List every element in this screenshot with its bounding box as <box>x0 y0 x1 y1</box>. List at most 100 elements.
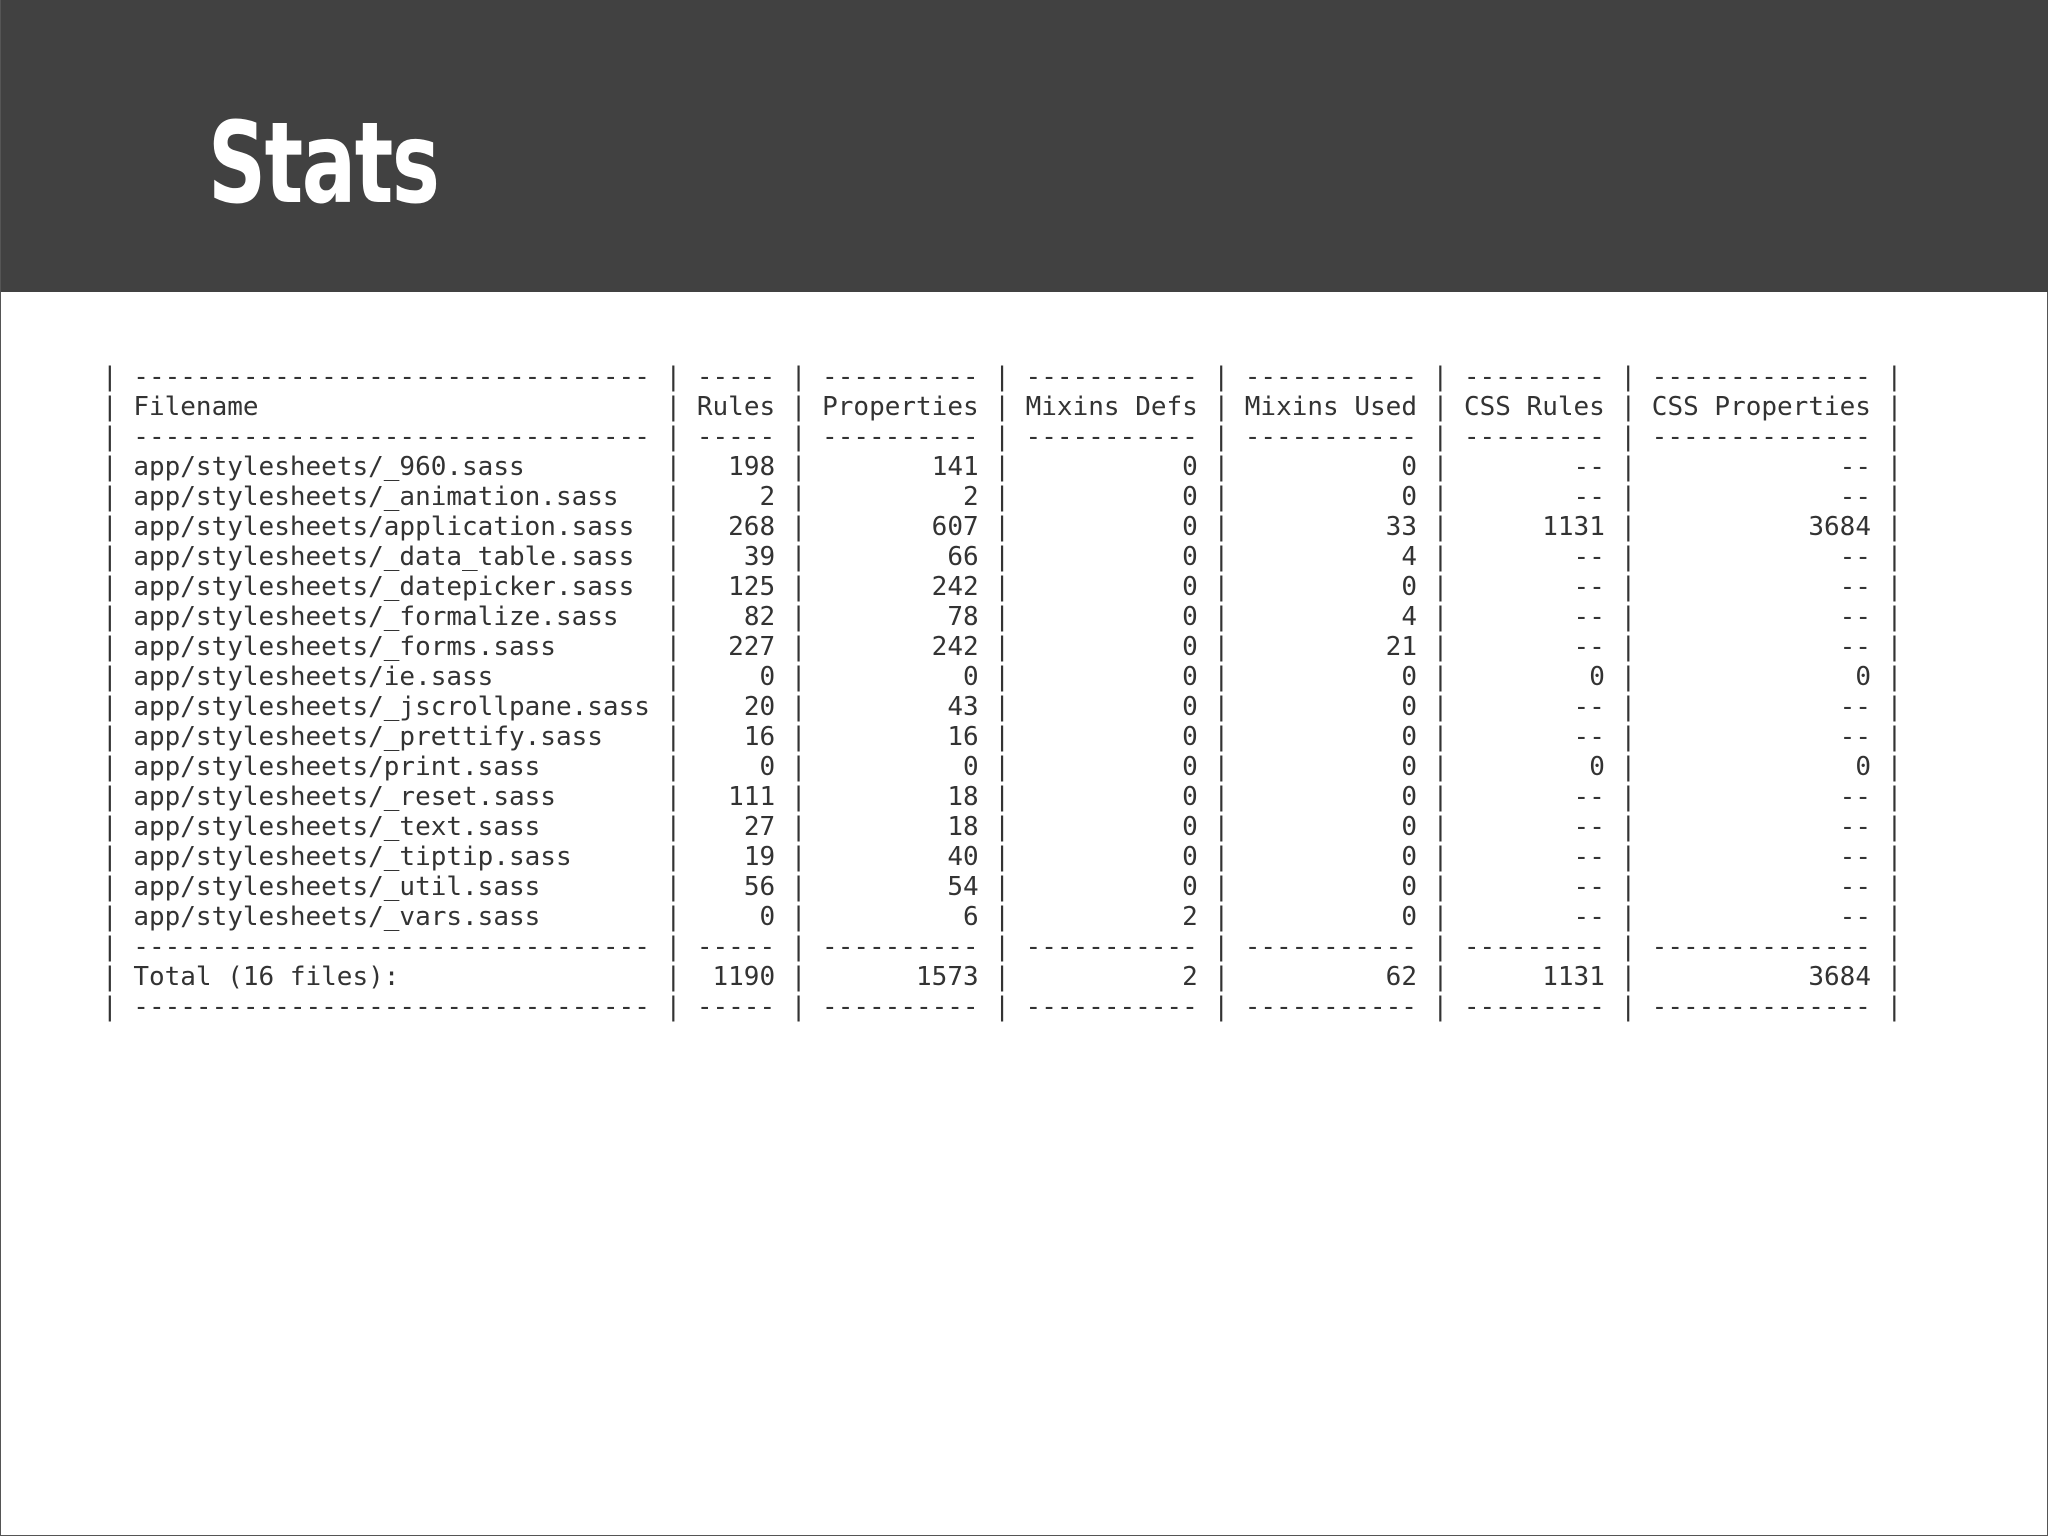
total-cell: 1131 <box>1542 962 1605 992</box>
table-cell: -- <box>1839 692 1871 722</box>
table-cell: app/stylesheets/print.sass <box>133 752 541 782</box>
table-cell: 21 <box>1385 632 1417 662</box>
table-cell: -- <box>1839 842 1871 872</box>
table-cell: app/stylesheets/_datepicker.sass <box>133 572 635 602</box>
table-row: | app/stylesheets/_960.sass | 198 | 141 … <box>102 452 1903 482</box>
table-divider: | --------------------------------- | --… <box>102 362 1903 392</box>
table-row: | app/stylesheets/_prettify.sass | 16 | … <box>102 722 1903 752</box>
table-cell: 0 <box>1182 542 1198 572</box>
table-cell: 0 <box>1182 692 1198 722</box>
table-cell: 0 <box>1589 662 1605 692</box>
table-cell: 0 <box>1401 692 1417 722</box>
table-cell: -- <box>1573 872 1605 902</box>
table-cell: app/stylesheets/ie.sass <box>133 662 494 692</box>
table-cell: 0 <box>1401 782 1417 812</box>
table-cell: app/stylesheets/_tiptip.sass <box>133 842 572 872</box>
table-cell: 0 <box>1401 722 1417 752</box>
table-cell: 0 <box>1182 812 1198 842</box>
total-cell: Total (16 files): <box>133 962 400 992</box>
table-cell: 4 <box>1401 542 1417 572</box>
table-cell: 4 <box>1401 602 1417 632</box>
table-row: | app/stylesheets/_forms.sass | 227 | 24… <box>102 632 1903 662</box>
table-cell: 0 <box>1401 452 1417 482</box>
table-cell: -- <box>1573 722 1605 752</box>
table-cell: app/stylesheets/_prettify.sass <box>133 722 603 752</box>
table-divider: | --------------------------------- | --… <box>102 992 1903 1022</box>
table-cell: 6 <box>963 902 979 932</box>
table-total-row: | Total (16 files): | 1190 | 1573 | 2 | … <box>102 962 1903 992</box>
table-row: | app/stylesheets/_tiptip.sass | 19 | 40… <box>102 842 1903 872</box>
table-cell: -- <box>1839 452 1871 482</box>
table-cell: app/stylesheets/_animation.sass <box>133 482 619 512</box>
table-cell: app/stylesheets/_960.sass <box>133 452 525 482</box>
table-cell: 0 <box>1182 512 1198 542</box>
table-cell: 268 <box>728 512 776 542</box>
table-row: | app/stylesheets/_reset.sass | 111 | 18… <box>102 782 1903 812</box>
table-cell: 18 <box>947 812 979 842</box>
table-cell: 0 <box>1401 662 1417 692</box>
table-cell: -- <box>1839 482 1871 512</box>
table-cell: 0 <box>1182 482 1198 512</box>
table-cell: 0 <box>1182 632 1198 662</box>
table-cell: 0 <box>1182 722 1198 752</box>
table-cell: 0 <box>1401 572 1417 602</box>
table-cell: -- <box>1573 452 1605 482</box>
table-cell: 2 <box>1182 902 1198 932</box>
column-header: Filename <box>133 392 259 422</box>
slide-title: Stats <box>208 99 440 229</box>
table-cell: -- <box>1839 812 1871 842</box>
table-cell: 0 <box>1182 602 1198 632</box>
table-cell: 242 <box>931 572 979 602</box>
table-cell: 82 <box>743 602 776 632</box>
table-row: | app/stylesheets/_animation.sass | 2 | … <box>102 482 1903 512</box>
table-row: | app/stylesheets/_datepicker.sass | 125… <box>102 572 1903 602</box>
table-cell: -- <box>1839 782 1871 812</box>
table-cell: 0 <box>1401 482 1417 512</box>
table-cell: 0 <box>1182 782 1198 812</box>
table-cell: 0 <box>759 752 776 782</box>
total-cell: 1573 <box>916 962 979 992</box>
table-cell: 18 <box>947 782 979 812</box>
table-cell: app/stylesheets/_data_table.sass <box>133 542 635 572</box>
table-cell: 198 <box>728 452 776 482</box>
table-cell: -- <box>1839 872 1871 902</box>
table-row: | app/stylesheets/application.sass | 268… <box>102 512 1903 542</box>
table-cell: 33 <box>1385 512 1417 542</box>
column-header: CSS Properties <box>1651 392 1871 422</box>
table-cell: 0 <box>1855 752 1871 782</box>
table-row: | app/stylesheets/_jscrollpane.sass | 20… <box>102 692 1903 722</box>
table-header-row: | Filename | Rules | Properties | Mixins… <box>102 392 1903 422</box>
table-cell: -- <box>1573 572 1605 602</box>
table-cell: 0 <box>963 662 979 692</box>
table-cell: -- <box>1839 632 1871 662</box>
table-cell: app/stylesheets/_forms.sass <box>133 632 556 662</box>
table-cell: app/stylesheets/_text.sass <box>133 812 541 842</box>
table-row: | app/stylesheets/print.sass | 0 | 0 | 0… <box>102 752 1903 782</box>
table-cell: 0 <box>1401 752 1417 782</box>
slide-header: Stats <box>1 0 2048 292</box>
table-cell: -- <box>1573 602 1605 632</box>
table-cell: app/stylesheets/_util.sass <box>133 872 541 902</box>
table-cell: 27 <box>743 812 776 842</box>
table-cell: 2 <box>759 482 776 512</box>
table-cell: app/stylesheets/_reset.sass <box>133 782 556 812</box>
table-cell: 141 <box>931 452 979 482</box>
table-cell: -- <box>1839 572 1871 602</box>
stats-table: | --------------------------------- | --… <box>102 362 1902 1022</box>
table-cell: 0 <box>1182 662 1198 692</box>
table-row: | app/stylesheets/_text.sass | 27 | 18 |… <box>102 812 1903 842</box>
table-cell: 607 <box>931 512 979 542</box>
table-cell: 0 <box>963 752 979 782</box>
table-cell: -- <box>1839 542 1871 572</box>
table-cell: 0 <box>1182 842 1198 872</box>
table-cell: 0 <box>1182 872 1198 902</box>
table-divider: | --------------------------------- | --… <box>102 422 1903 452</box>
table-cell: 16 <box>947 722 979 752</box>
table-cell: 43 <box>947 692 979 722</box>
column-header: CSS Rules <box>1463 392 1605 422</box>
table-cell: 78 <box>947 602 979 632</box>
table-row: | app/stylesheets/ie.sass | 0 | 0 | 0 | … <box>102 662 1903 692</box>
total-cell: 2 <box>1182 962 1198 992</box>
table-cell: 0 <box>1401 902 1417 932</box>
